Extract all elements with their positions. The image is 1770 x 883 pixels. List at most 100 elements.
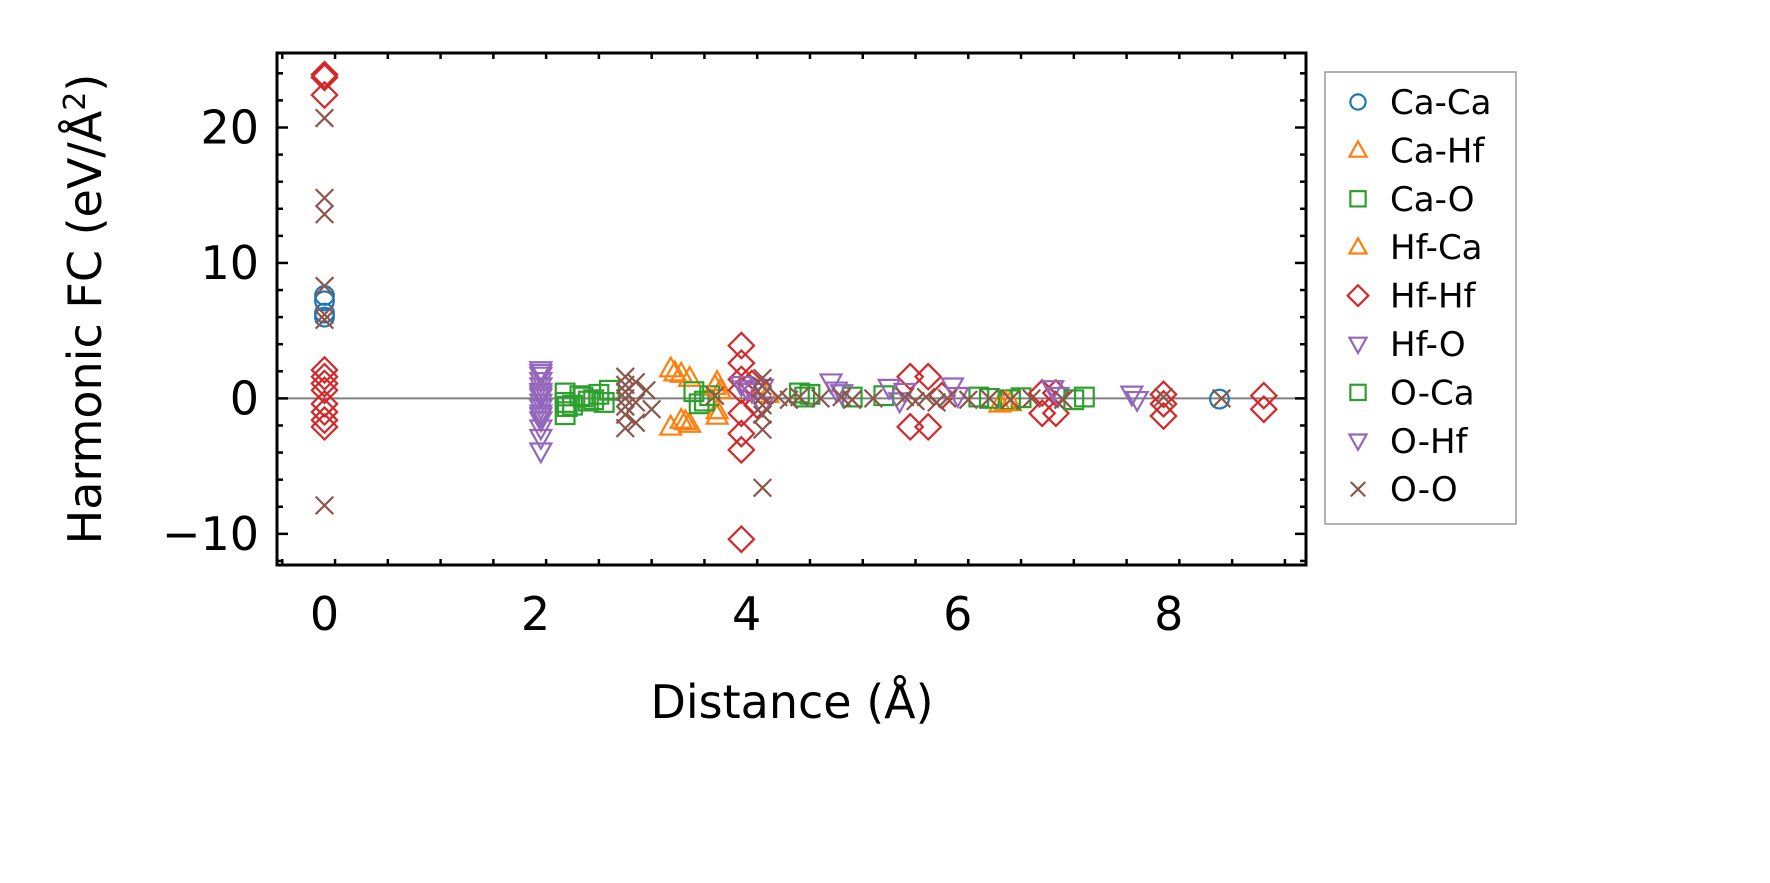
legend-label: O-O <box>1390 470 1458 510</box>
data-point <box>310 412 339 442</box>
data-point <box>310 369 339 398</box>
data-point <box>945 386 971 409</box>
data-point <box>752 419 773 440</box>
data-point <box>310 405 339 435</box>
data-point <box>615 367 635 387</box>
data-point <box>704 402 730 425</box>
legend-marker <box>1346 283 1370 308</box>
data-point <box>310 60 339 89</box>
data-point <box>927 392 947 413</box>
legend-label: Ca-O <box>1390 180 1475 220</box>
legend-label: Ca-Ca <box>1390 83 1491 123</box>
data-point <box>752 405 773 425</box>
data-point <box>702 372 728 396</box>
y-tick-label: 0 <box>230 371 259 425</box>
data-point <box>905 391 926 411</box>
data-point <box>1040 380 1066 403</box>
data-point <box>978 387 1000 409</box>
y-tick-label: 10 <box>200 236 259 290</box>
data-point <box>727 435 756 465</box>
legend-marker <box>1349 93 1367 111</box>
data-point <box>913 362 943 391</box>
legend-entry: Ca-O <box>1349 180 1475 220</box>
data-point <box>528 366 554 389</box>
data-point <box>615 396 635 417</box>
data-point <box>314 188 335 208</box>
data-point <box>1249 395 1278 424</box>
legend: Ca-Ca Ca-Hf Ca-O Hf-Ca Hf-Hf Hf-O O-Ca O-Hf O-O <box>1324 71 1517 525</box>
data-point <box>310 80 339 110</box>
data-point <box>913 412 943 442</box>
data-point <box>794 386 816 408</box>
data-point <box>626 413 646 433</box>
data-point <box>752 386 773 406</box>
data-point <box>314 310 335 330</box>
data-point <box>314 306 335 328</box>
data-point <box>1119 385 1145 408</box>
data-point <box>615 405 635 425</box>
data-point <box>658 355 683 378</box>
data-points-layer <box>310 60 1278 554</box>
x-tick-label: 2 <box>521 587 550 641</box>
data-point <box>314 108 335 128</box>
data-point <box>1000 390 1021 410</box>
data-point <box>314 495 335 515</box>
legend-marker <box>1347 336 1369 356</box>
data-point <box>593 392 615 413</box>
legend-marker <box>1350 481 1366 498</box>
data-point <box>642 399 662 419</box>
legend-marker <box>1347 139 1369 158</box>
data-point <box>789 387 809 407</box>
data-point <box>577 390 599 412</box>
data-point <box>734 380 759 403</box>
data-point <box>1149 389 1178 419</box>
data-point <box>528 407 554 430</box>
data-point <box>937 388 957 408</box>
data-point <box>572 386 594 408</box>
data-point <box>588 383 610 405</box>
legend-marker <box>1349 190 1367 208</box>
series-o-o <box>314 108 1232 515</box>
data-point <box>310 63 339 92</box>
data-point <box>1209 388 1230 410</box>
data-point <box>626 372 646 392</box>
data-point <box>752 478 773 498</box>
data-point <box>979 388 999 408</box>
x-tick-label: 4 <box>732 587 761 641</box>
data-point <box>626 392 646 413</box>
legend-entry: O-Ca <box>1349 373 1475 413</box>
data-point <box>810 388 831 408</box>
x-tick-label: 8 <box>1154 587 1183 641</box>
series-hf-hf <box>310 60 1278 554</box>
data-point <box>750 396 775 419</box>
data-point <box>528 388 554 411</box>
data-point <box>1124 390 1150 414</box>
y-tick-label: −10 <box>162 507 259 561</box>
data-point <box>916 387 936 407</box>
data-point <box>1211 388 1232 408</box>
data-point <box>528 377 554 400</box>
data-point <box>876 378 902 401</box>
data-point <box>677 364 702 387</box>
legend-marker <box>1347 433 1369 453</box>
legend-entry: O-Hf <box>1347 422 1469 462</box>
data-point <box>896 362 925 391</box>
data-point <box>528 442 554 465</box>
data-point <box>310 362 339 391</box>
series-ca-ca <box>314 285 1230 410</box>
data-point <box>895 387 915 407</box>
legend-entry: Hf-O <box>1347 325 1466 365</box>
data-point <box>727 419 756 448</box>
legend-marker <box>1349 383 1367 402</box>
series-ca-hf <box>658 355 1023 436</box>
y-tick-label: 20 <box>200 100 259 154</box>
data-point <box>1073 386 1095 408</box>
data-point <box>310 397 339 427</box>
data-point <box>528 399 554 422</box>
legend-entry: Hf-Ca <box>1347 228 1483 268</box>
data-point <box>1149 401 1178 431</box>
x-tick-label: 6 <box>943 587 972 641</box>
data-point <box>310 389 339 419</box>
